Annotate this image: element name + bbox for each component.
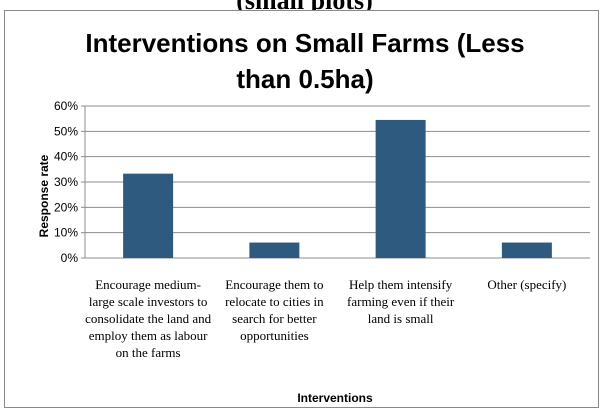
y-axis-label: Response rate [37,154,51,238]
bar [123,173,174,258]
y-tick-label: 30% [54,175,78,189]
chart-title: Interventions on Small Farms (Less than … [85,28,525,94]
x-tick-label: Other (specify) [487,277,567,292]
bar [249,242,300,258]
plot-area: 0% 10% 20% 30% 40% 50% 60% [54,99,590,265]
y-tick-label: 0% [61,251,79,265]
bar [501,242,552,258]
chart-frame: Interventions on Small Farms (Less than … [4,10,599,408]
x-tick-label: Encourage them to relocate to cities in … [225,277,324,343]
y-tick-label: 10% [54,226,78,240]
y-tick-label: 60% [54,99,78,113]
x-axis-label: Interventions [297,391,373,405]
y-tick-label: 40% [54,150,78,164]
bar [375,119,426,258]
y-tick-label: 20% [54,200,78,214]
x-tick-label: Encourage medium-large scale investors t… [85,277,212,360]
y-tick-label: 50% [54,124,78,138]
x-tick-label: Help them intensify farming even if thei… [347,277,455,326]
